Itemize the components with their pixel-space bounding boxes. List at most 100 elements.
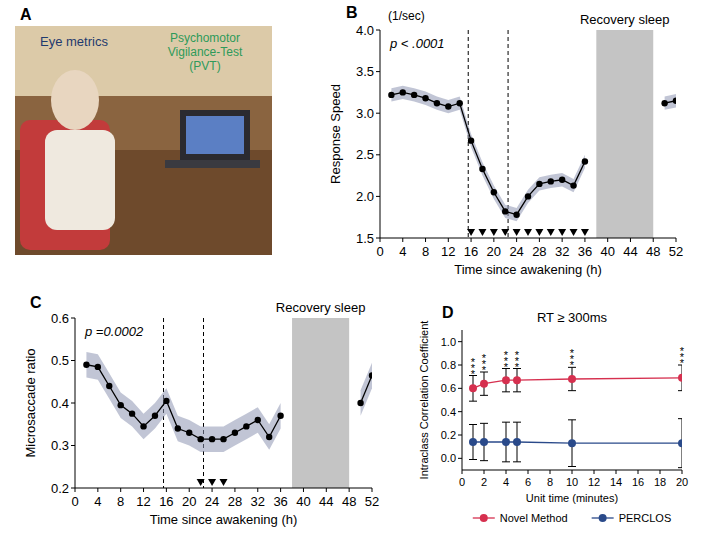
x-tick [607,238,608,242]
data-point [456,100,462,106]
legend-item: PERCLOS [592,512,672,524]
x-tick-label: 8 [422,244,429,259]
x-tick-label: 24 [509,244,523,259]
data-point [232,430,238,436]
legend-marker [480,514,488,522]
x-tick-label: 14 [610,476,622,488]
unit-label: (1/sec) [388,9,425,23]
data-point [400,89,406,95]
x-tick-label: 28 [228,494,242,509]
y-tick [458,388,462,389]
x-tick-label: 48 [646,244,660,259]
x-tick [280,488,281,492]
error-band [361,363,372,416]
x-tick [303,488,304,492]
significance-marker [490,229,498,236]
x-tick-label: 2 [481,476,487,488]
x-tick-label: 8 [117,494,124,509]
x-tick-label: 20 [487,244,501,259]
x-tick [682,470,683,474]
plot-area [83,352,372,452]
x-tick [484,470,485,474]
data-point [209,436,215,442]
x-tick-label: 0 [459,476,465,488]
x-tick-label: 20 [676,476,688,488]
x-tick [653,238,654,242]
x-tick-label: 8 [547,476,553,488]
x-tick-label: 16 [159,494,173,509]
data-point [129,410,135,416]
x-tick [349,488,350,492]
data-point [582,158,588,164]
y-tick-label: 3.0 [356,106,374,121]
photo-body [45,130,115,230]
x-tick [462,470,463,474]
x-tick-label: 12 [441,244,455,259]
y-tick [458,341,462,342]
data-point [266,434,272,440]
data-point [568,375,576,383]
x-tick-label: 0 [376,244,383,259]
p-value: p =0.0002 [84,324,144,339]
y-tick-label: 0.3 [51,438,69,453]
x-tick-label: 4 [94,494,101,509]
x-tick [616,470,617,474]
data-point [388,92,394,98]
data-point [106,383,112,389]
x-tick [539,238,540,242]
data-point [570,182,576,188]
significance-marker [558,229,566,236]
legend-label: Novel Method [500,512,568,524]
y-tick-label: 0.4 [51,396,69,411]
x-tick-label: 4 [399,244,406,259]
y-tick [376,71,380,72]
data-point [197,436,203,442]
y-tick [71,488,75,489]
x-axis-title: Time since awakening (h) [454,262,602,277]
data-point [678,439,682,447]
photo-label: Eye metrics [40,34,108,49]
x-tick-label: 18 [654,476,666,488]
series-line [391,92,585,214]
y-tick-label: 0.5 [51,353,69,368]
x-tick-label: 32 [251,494,265,509]
x-tick-label: 4 [503,476,509,488]
x-axis [75,488,372,489]
y-tick-label: 4.0 [356,23,374,38]
significance: *** [482,352,487,376]
data-point [673,98,676,104]
data-point [152,413,158,419]
data-point [502,208,508,214]
y-tick [376,113,380,114]
significance-marker [547,229,555,236]
error-bar [502,422,510,462]
y-tick-label: 0.6 [51,311,69,326]
data-point [491,189,497,195]
series-line [86,365,280,439]
data-point [548,178,554,184]
data-point [422,95,428,101]
data-point [357,400,363,406]
significance-marker [197,479,205,486]
figure: AEye metricsPsychomotorVigilance-Test(PV… [0,0,703,533]
x-tick [594,470,595,474]
x-tick [257,488,258,492]
data-point [369,372,372,378]
x-tick [572,470,573,474]
x-tick-label: 44 [319,494,333,509]
x-tick-label: 20 [182,494,196,509]
x-tick-label: 40 [600,244,614,259]
x-tick [143,488,144,492]
data-point [117,402,123,408]
error-band [86,352,280,452]
x-tick-label: 16 [632,476,644,488]
significance-marker [570,229,578,236]
y-tick-label: 0.2 [441,429,456,441]
error-bar [678,419,682,468]
data-point [411,92,417,98]
y-tick [71,403,75,404]
significance-marker [535,229,543,236]
significance: *** [515,349,520,373]
photo-wall [15,26,272,96]
data-point [255,417,261,423]
